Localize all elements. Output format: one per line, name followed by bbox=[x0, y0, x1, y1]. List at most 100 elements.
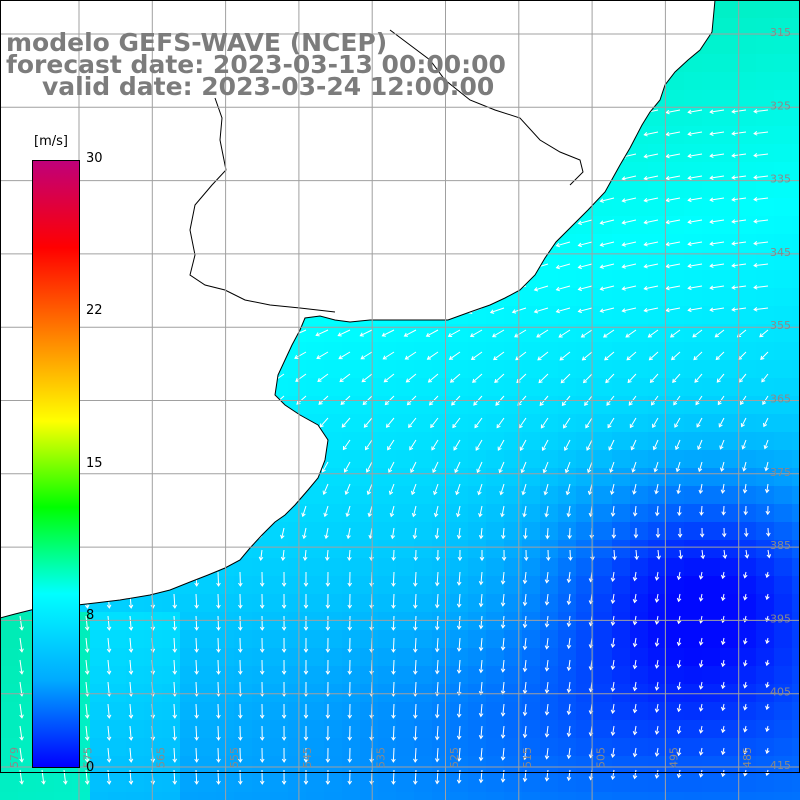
wind-arrow bbox=[452, 417, 461, 429]
wind-arrow bbox=[582, 373, 593, 384]
wind-arrow bbox=[259, 659, 265, 675]
wind-arrow bbox=[581, 351, 593, 361]
wind-arrow bbox=[697, 439, 703, 450]
wind-arrow bbox=[360, 351, 373, 360]
wind-arrow bbox=[643, 197, 659, 203]
wind-arrow bbox=[626, 351, 637, 361]
wind-arrow bbox=[753, 307, 769, 312]
wind-arrow bbox=[391, 725, 396, 741]
wind-arrow bbox=[519, 439, 527, 451]
wind-arrow bbox=[699, 527, 705, 538]
wind-arrow bbox=[478, 681, 484, 696]
wind-arrow bbox=[720, 659, 726, 668]
wind-arrow bbox=[359, 329, 373, 337]
wind-arrow bbox=[753, 175, 769, 180]
wind-arrow bbox=[714, 329, 725, 338]
wind-arrow bbox=[303, 615, 309, 631]
wind-arrow bbox=[342, 439, 351, 451]
wind-arrow bbox=[478, 637, 484, 652]
wind-arrow bbox=[698, 637, 704, 646]
wind-arrow bbox=[765, 505, 771, 516]
wind-arrow bbox=[216, 571, 221, 587]
wind-arrow bbox=[610, 659, 616, 670]
wind-arrow bbox=[709, 263, 725, 268]
wind-arrow bbox=[566, 769, 572, 782]
wind-arrow bbox=[363, 417, 373, 428]
latitude-label: 395 bbox=[770, 612, 791, 625]
wind-arrow bbox=[687, 153, 703, 159]
wind-arrow bbox=[391, 659, 396, 675]
wind-arrow bbox=[643, 175, 659, 181]
wind-arrow bbox=[337, 329, 351, 337]
wind-arrow bbox=[345, 505, 351, 518]
latitude-label: 325 bbox=[770, 99, 791, 112]
latitude-label: 365 bbox=[770, 393, 791, 406]
wind-arrow bbox=[238, 637, 243, 653]
wind-arrow bbox=[194, 725, 199, 741]
wind-arrow bbox=[643, 263, 659, 269]
wind-arrow bbox=[632, 571, 638, 582]
wind-arrow bbox=[521, 483, 527, 496]
wind-arrow bbox=[303, 725, 309, 741]
border-line bbox=[189, 97, 336, 313]
wind-arrow bbox=[742, 461, 747, 472]
colorbar-tick-22: 22 bbox=[86, 303, 103, 318]
wind-arrow bbox=[743, 593, 748, 601]
wind-arrow bbox=[580, 329, 593, 338]
wind-arrow bbox=[216, 747, 221, 763]
wind-arrow bbox=[564, 461, 571, 474]
wind-arrow bbox=[500, 637, 506, 651]
wind-arrow bbox=[500, 725, 506, 739]
wind-arrow bbox=[456, 593, 462, 608]
wind-arrow bbox=[743, 659, 748, 667]
wind-arrow bbox=[457, 549, 463, 562]
wind-arrow bbox=[743, 637, 748, 645]
wind-arrow bbox=[413, 571, 418, 587]
wind-arrow bbox=[743, 725, 748, 733]
wind-arrow bbox=[665, 241, 681, 247]
wind-arrow bbox=[585, 417, 593, 429]
wind-arrow bbox=[676, 703, 682, 713]
wind-arrow bbox=[522, 593, 528, 607]
wind-arrow bbox=[740, 417, 747, 428]
border-line bbox=[389, 29, 584, 186]
wind-arrow bbox=[544, 703, 550, 716]
wind-arrow bbox=[216, 725, 221, 741]
wind-arrow bbox=[294, 351, 307, 359]
wind-arrow bbox=[391, 703, 396, 719]
latitude-label: 375 bbox=[770, 466, 791, 479]
wind-arrow bbox=[172, 725, 178, 741]
wind-arrow bbox=[610, 703, 616, 714]
wind-arrow bbox=[478, 659, 484, 674]
wind-arrow bbox=[633, 527, 639, 539]
wind-arrow bbox=[544, 593, 550, 606]
wind-arrow bbox=[478, 747, 484, 762]
wind-arrow bbox=[743, 505, 749, 516]
wind-arrow bbox=[391, 615, 396, 631]
wind-arrow bbox=[472, 373, 483, 383]
longitude-label: 555 bbox=[228, 747, 241, 768]
wind-arrow bbox=[478, 725, 484, 740]
wind-arrow bbox=[698, 659, 704, 668]
wind-arrow bbox=[494, 373, 505, 384]
wind-arrow bbox=[456, 571, 462, 586]
wind-arrow bbox=[603, 329, 615, 338]
latitude-label: 335 bbox=[770, 173, 791, 186]
wind-arrow bbox=[654, 703, 660, 713]
wind-arrow bbox=[434, 593, 440, 609]
wind-arrow bbox=[448, 351, 461, 360]
wind-arrow bbox=[545, 527, 550, 540]
wind-arrow bbox=[610, 505, 616, 517]
wind-arrow bbox=[743, 747, 748, 755]
wind-arrow bbox=[669, 329, 681, 338]
wind-arrow bbox=[388, 483, 395, 496]
wind-arrow bbox=[522, 659, 528, 673]
wind-arrow bbox=[611, 527, 617, 539]
wind-arrow bbox=[344, 483, 351, 496]
wind-arrow bbox=[607, 417, 615, 429]
wind-arrow bbox=[676, 593, 682, 603]
wind-arrow bbox=[238, 571, 243, 587]
wind-arrow bbox=[499, 483, 505, 496]
land-mask bbox=[0, 0, 716, 619]
wind-arrow bbox=[647, 329, 659, 338]
